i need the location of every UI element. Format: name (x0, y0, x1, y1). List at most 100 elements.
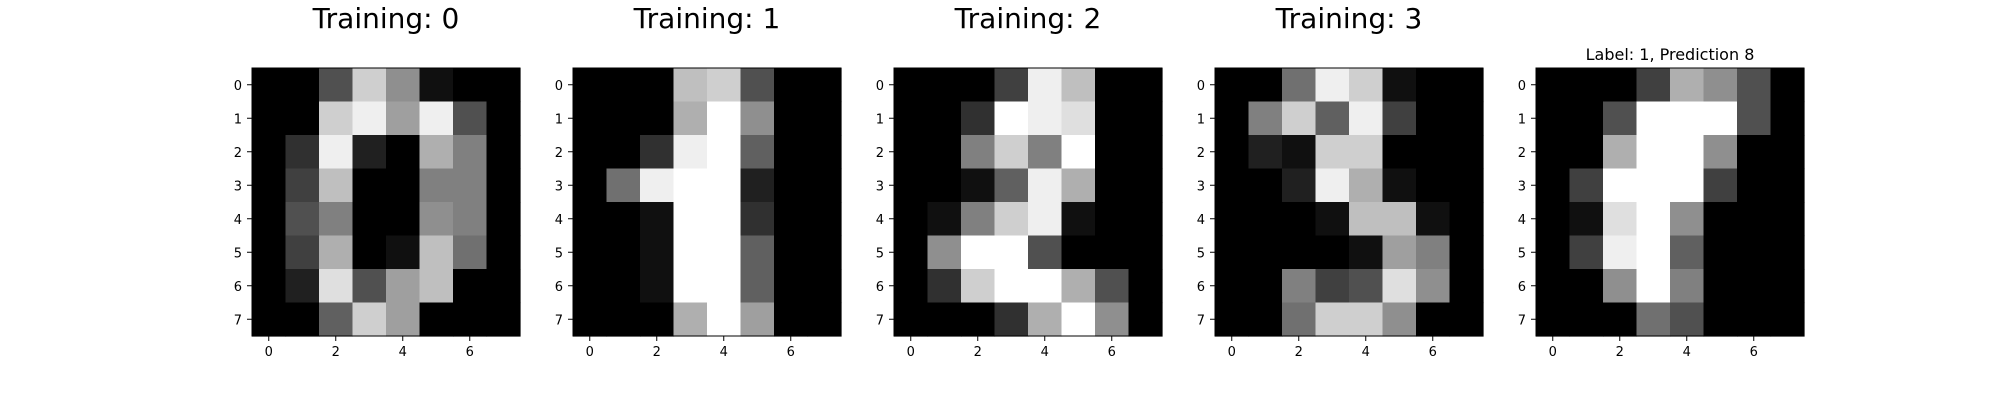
pixel-cell (673, 235, 708, 270)
pixel-cell (1061, 202, 1096, 237)
pixel-cell (1061, 135, 1096, 170)
y-tick-label: 5 (1518, 246, 1526, 261)
y-tick-label: 7 (876, 313, 884, 328)
pixel-cell (1028, 302, 1063, 337)
pixel-cell (486, 302, 521, 337)
y-tick-label: 4 (555, 213, 563, 228)
pixel-cell (673, 202, 708, 237)
pixel-cell (807, 68, 842, 103)
pixel-cell (1670, 135, 1705, 170)
pixel-cell (1382, 135, 1417, 170)
pixel-cell (774, 68, 809, 103)
pixel-cell (1061, 68, 1096, 103)
pixel-cell (1737, 235, 1772, 270)
pixel-cell (453, 235, 488, 270)
pixel-grid (573, 68, 842, 337)
pixel-cell (285, 135, 320, 170)
pixel-cell (1282, 68, 1317, 103)
pixel-cell (1603, 202, 1638, 237)
x-tick-label: 2 (653, 345, 661, 360)
pixel-cell (1128, 68, 1163, 103)
pixel-cell (1282, 168, 1317, 203)
pixel-cell (573, 68, 608, 103)
pixel-cell (252, 135, 287, 170)
pixel-cell (319, 269, 354, 304)
pixel-cell (1416, 68, 1451, 103)
pixel-cell (1569, 168, 1604, 203)
pixel-cell (1095, 202, 1130, 237)
pixel-cell (1028, 135, 1063, 170)
pixel-cell (486, 68, 521, 103)
pixel-cell (1770, 202, 1805, 237)
pixel-cell (419, 135, 454, 170)
pixel-cell (1670, 302, 1705, 337)
pixel-cell (386, 202, 421, 237)
pixel-cell (606, 168, 641, 203)
x-tick-label: 0 (907, 345, 915, 360)
pixel-cell (894, 269, 929, 304)
y-tick-label: 6 (876, 280, 884, 295)
pixel-cell (640, 68, 675, 103)
pixel-cell (1028, 101, 1063, 136)
pixel-cell (1703, 302, 1738, 337)
pixel-cell (319, 168, 354, 203)
y-tick-label: 3 (234, 179, 242, 194)
pixel-cell (894, 101, 929, 136)
pixel-cell (1248, 269, 1283, 304)
panels: Training: 0 0 1 2 3 4 5 6 7 0 2 4 6 Training: 1 0 1 2 3 4 5… (234, 2, 1805, 360)
pixel-cell (1770, 168, 1805, 203)
pixel-cell (1248, 235, 1283, 270)
pixel-cell (1636, 202, 1671, 237)
axes-frame (572, 67, 842, 337)
pixel-cell (1028, 235, 1063, 270)
pixel-cell (961, 168, 996, 203)
pixel-cell (573, 302, 608, 337)
pixel-cell (352, 302, 387, 337)
pixel-cell (807, 168, 842, 203)
pixel-cell (673, 68, 708, 103)
pixel-cell (1449, 302, 1484, 337)
pixel-cell (1416, 269, 1451, 304)
digit-panel-2: Training: 2 0 1 2 3 4 5 6 7 0 2 4 6 (876, 2, 1163, 360)
y-tick-label: 5 (234, 246, 242, 261)
pixel-cell (1737, 302, 1772, 337)
pixel-cell (1536, 135, 1571, 170)
pixel-cell (1603, 168, 1638, 203)
pixel-cell (1315, 168, 1350, 203)
pixel-cell (1095, 135, 1130, 170)
pixel-cell (252, 269, 287, 304)
pixel-cell (1536, 101, 1571, 136)
pixel-cell (1128, 135, 1163, 170)
pixel-cell (1569, 269, 1604, 304)
pixel-cell (640, 269, 675, 304)
pixel-cell (486, 235, 521, 270)
pixel-cell (1703, 68, 1738, 103)
pixel-cell (1248, 202, 1283, 237)
pixel-cell (573, 168, 608, 203)
x-tick-label: 6 (1108, 345, 1116, 360)
pixel-cell (1061, 235, 1096, 270)
y-tick-label: 3 (1518, 179, 1526, 194)
pixel-cell (285, 168, 320, 203)
y-tick-label: 1 (876, 112, 884, 127)
pixel-cell (352, 202, 387, 237)
pixel-cell (707, 135, 742, 170)
pixel-cell (1569, 68, 1604, 103)
pixel-cell (1569, 235, 1604, 270)
pixel-cell (1215, 269, 1250, 304)
pixel-cell (319, 68, 354, 103)
pixel-cell (1449, 101, 1484, 136)
y-tick-label: 7 (1518, 313, 1526, 328)
y-tick-label: 2 (876, 146, 884, 161)
pixel-cell (285, 269, 320, 304)
pixel-cell (927, 68, 962, 103)
y-tick-label: 6 (1518, 280, 1526, 295)
pixel-cell (1536, 235, 1571, 270)
pixel-cell (573, 269, 608, 304)
y-tick-label: 2 (555, 146, 563, 161)
pixel-cell (1215, 168, 1250, 203)
y-tick-label: 2 (1197, 146, 1205, 161)
pixel-cell (1248, 168, 1283, 203)
y-tick-label: 1 (1197, 112, 1205, 127)
pixel-cell (1449, 68, 1484, 103)
